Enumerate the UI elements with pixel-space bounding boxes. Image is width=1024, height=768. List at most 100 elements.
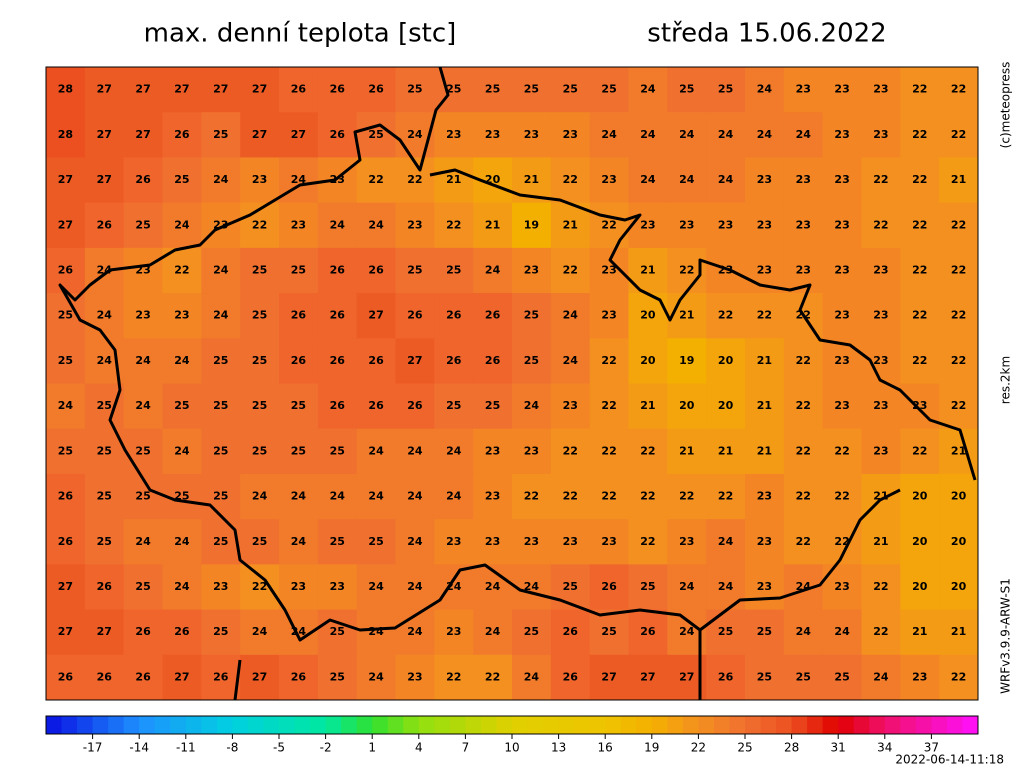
grid-cell: [628, 67, 668, 113]
cell-value: 20: [951, 490, 967, 503]
cell-value: 26: [291, 83, 307, 96]
grid-cell: [317, 519, 358, 565]
cell-value: 20: [640, 354, 656, 367]
grid-cell: [900, 67, 940, 113]
cell-value: 22: [951, 128, 966, 141]
cell-value: 23: [524, 128, 539, 141]
grid-cell: [123, 609, 163, 656]
grid-cell: [628, 112, 668, 158]
grid-cell: [201, 293, 241, 339]
grid-cell: [434, 609, 474, 656]
colorbar-segment: [589, 716, 606, 734]
cell-value: 25: [796, 670, 811, 683]
cell-value: 20: [951, 580, 967, 593]
cell-value: 25: [252, 444, 267, 457]
cell-value: 23: [291, 580, 306, 593]
cell-value: 22: [912, 309, 927, 322]
cell-value: 24: [97, 309, 113, 322]
cell-value: 22: [679, 490, 694, 503]
cell-value: 24: [174, 444, 190, 457]
colorbar-segment: [201, 716, 218, 734]
cell-value: 25: [135, 490, 150, 503]
cell-value: 26: [58, 490, 74, 503]
colorbar-segment: [838, 716, 855, 734]
cell-value: 22: [951, 83, 966, 96]
grid-cell: [589, 293, 629, 339]
grid-cell: [706, 293, 746, 339]
cell-value: 25: [291, 444, 306, 457]
grid-cell: [46, 428, 86, 475]
grid-cell: [201, 428, 241, 475]
grid-cell: [317, 473, 358, 520]
cell-value: 23: [834, 354, 849, 367]
cell-value: 22: [796, 535, 811, 548]
cell-value: 20: [951, 535, 967, 548]
colorbar-tick-label: 1: [368, 741, 376, 755]
colorbar-tick-label: 4: [415, 741, 423, 755]
grid-cell: [550, 338, 591, 384]
cell-value: 24: [485, 263, 501, 276]
cell-value: 26: [174, 625, 190, 638]
cell-value: 26: [407, 399, 423, 412]
cell-value: 21: [951, 625, 966, 638]
cell-value: 20: [718, 399, 734, 412]
cell-value: 23: [407, 670, 422, 683]
grid-cell: [162, 202, 202, 249]
grid-cell: [162, 564, 202, 611]
cell-value: 24: [330, 490, 346, 503]
cell-value: 20: [912, 580, 928, 593]
colorbar-tick-label: 19: [644, 741, 659, 755]
cell-value: 23: [912, 670, 927, 683]
colorbar-segment: [853, 716, 870, 734]
grid-cell: [240, 428, 280, 475]
grid-cell: [123, 157, 163, 204]
grid-cell: [861, 564, 901, 611]
grid-cell: [84, 473, 125, 520]
cell-value: 23: [291, 218, 306, 231]
colorbar-tick-label: 16: [598, 741, 613, 755]
cell-value: 21: [757, 399, 772, 412]
cell-value: 25: [97, 399, 112, 412]
map-frame: [45, 66, 979, 701]
grid-cell: [201, 473, 241, 520]
cell-value: 25: [446, 263, 461, 276]
cell-value: 24: [368, 580, 384, 593]
grid-cell: [434, 202, 474, 249]
cell-value: 26: [58, 535, 74, 548]
cell-value: 25: [213, 399, 228, 412]
grid-cell: [46, 609, 86, 656]
cell-value: 24: [640, 173, 656, 186]
grid-cell: [201, 564, 241, 611]
grid-cell: [861, 293, 901, 339]
grid-cell: [356, 112, 396, 158]
cell-value: 23: [407, 218, 422, 231]
grid-cell: [473, 428, 513, 475]
grid-cell: [162, 654, 202, 701]
cell-value: 27: [97, 128, 112, 141]
colorbar-segment: [123, 716, 140, 734]
cell-value: 27: [135, 83, 150, 96]
grid-cell: [240, 654, 280, 701]
cell-value: 27: [679, 670, 694, 683]
cell-value: 24: [174, 535, 190, 548]
grid-cell: [512, 202, 552, 249]
cell-value: 22: [796, 354, 811, 367]
cell-value: 25: [97, 444, 112, 457]
grid-cell: [279, 67, 319, 113]
cell-value: 24: [796, 625, 812, 638]
grid-cell: [550, 67, 591, 113]
grid-cell: [240, 383, 280, 430]
cell-value: 25: [213, 354, 228, 367]
cell-value: 26: [135, 625, 151, 638]
cell-value: 23: [601, 309, 616, 322]
grid-cell: [706, 67, 746, 113]
grid-cell: [434, 428, 474, 475]
cell-value: 22: [912, 83, 927, 96]
cell-value: 24: [679, 128, 695, 141]
cell-value: 26: [563, 625, 579, 638]
grid-cell: [356, 67, 396, 113]
cell-value: 23: [174, 309, 189, 322]
cell-value: 26: [330, 263, 346, 276]
grid-cell: [434, 338, 474, 384]
